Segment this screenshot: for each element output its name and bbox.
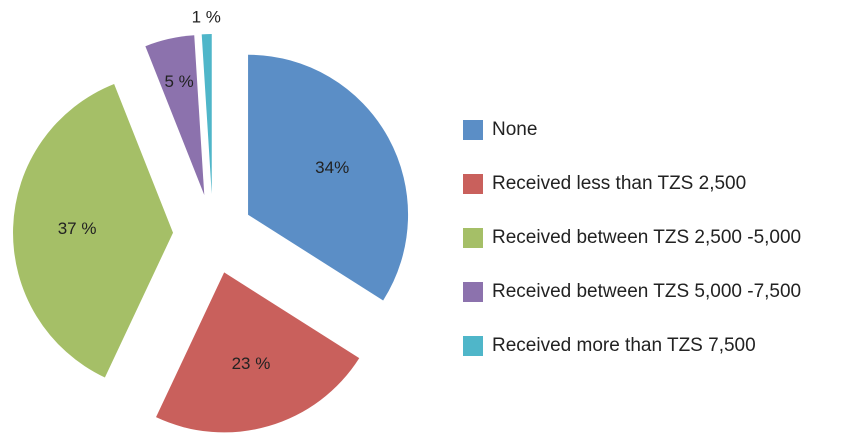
pie-slice [13, 83, 174, 378]
legend-label: None [492, 119, 537, 140]
legend-label: Received between TZS 2,500 -5,000 [492, 227, 801, 248]
legend-swatch [463, 120, 483, 140]
slice-label: 5 % [164, 72, 193, 91]
legend-label: Received more than TZS 7,500 [492, 335, 756, 356]
legend-label: Received between TZS 5,000 -7,500 [492, 281, 801, 302]
slice-label: 1 % [192, 8, 221, 27]
slice-label: 37 % [58, 219, 97, 238]
legend-swatch [463, 282, 483, 302]
legend-swatch [463, 228, 483, 248]
slice-label: 23 % [232, 354, 271, 373]
legend-swatch [463, 174, 483, 194]
legend-label: Received less than TZS 2,500 [492, 173, 746, 194]
pie-slice [201, 34, 212, 195]
slice-label: 34% [315, 158, 349, 177]
pie-slice [145, 35, 205, 195]
pie-slice [156, 272, 360, 433]
pie-slice [248, 54, 409, 301]
legend-swatch [463, 336, 483, 356]
